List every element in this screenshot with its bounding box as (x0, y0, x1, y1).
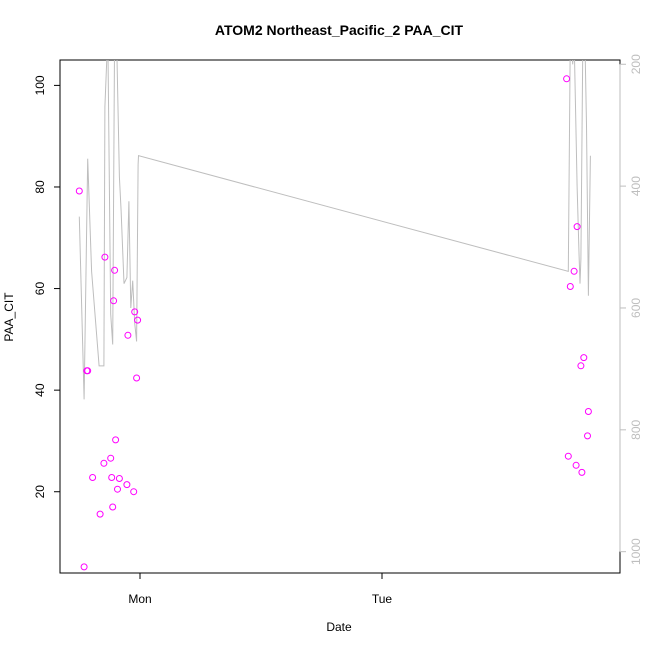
data-points-layer (75, 75, 592, 571)
x-axis: Mon Tue (128, 572, 393, 606)
y-tick-label: 80 (33, 180, 47, 194)
data-point (578, 468, 586, 476)
x-tick-label: Tue (372, 592, 393, 606)
data-point (130, 488, 138, 496)
y-tick-label: 60 (33, 282, 47, 296)
data-point (133, 374, 141, 382)
data-point (573, 223, 581, 231)
data-point (101, 253, 109, 261)
x-tick-label: Mon (128, 592, 151, 606)
data-point (89, 474, 97, 481)
data-point (114, 485, 121, 493)
y2-tick-label: 600 (629, 298, 643, 318)
profile-line-layer (78, 60, 591, 400)
y-axis-right: 200 400 600 800 1000 (619, 54, 643, 565)
y2-tick-label: 1000 (629, 538, 643, 565)
y2-tick-label: 200 (629, 54, 643, 74)
data-point (115, 475, 123, 482)
data-point (109, 503, 117, 511)
data-point (564, 452, 572, 460)
profile-line (78, 60, 591, 400)
chart-title: ATOM2 Northeast_Pacific_2 PAA_CIT (215, 22, 464, 38)
plot-frame (59, 59, 621, 574)
data-point (84, 367, 92, 375)
data-point (111, 266, 119, 274)
y-tick-label: 40 (33, 383, 47, 397)
data-point (570, 267, 578, 275)
data-point (100, 459, 108, 467)
y-tick-label: 100 (33, 75, 47, 95)
data-point (577, 362, 585, 370)
data-point (75, 187, 83, 195)
data-point (584, 432, 591, 440)
y-axis-left: 20 40 60 80 100 (33, 75, 61, 499)
data-point (572, 461, 580, 469)
data-point (107, 454, 115, 462)
data-point (563, 75, 571, 83)
data-point (131, 308, 139, 316)
data-point (123, 481, 131, 489)
x-axis-label: Date (326, 620, 352, 634)
data-point (108, 474, 116, 481)
y2-tick-label: 800 (629, 419, 643, 439)
y-tick-label: 20 (33, 485, 47, 499)
y-axis-label: PAA_CIT (2, 292, 16, 342)
data-point (110, 297, 118, 305)
data-point (584, 408, 592, 415)
data-point (134, 316, 142, 324)
data-point (80, 563, 88, 571)
data-point (112, 436, 120, 444)
data-point (580, 354, 588, 362)
data-point (124, 331, 132, 339)
data-point (96, 510, 104, 518)
data-point (566, 283, 574, 290)
y2-tick-label: 400 (629, 176, 643, 196)
